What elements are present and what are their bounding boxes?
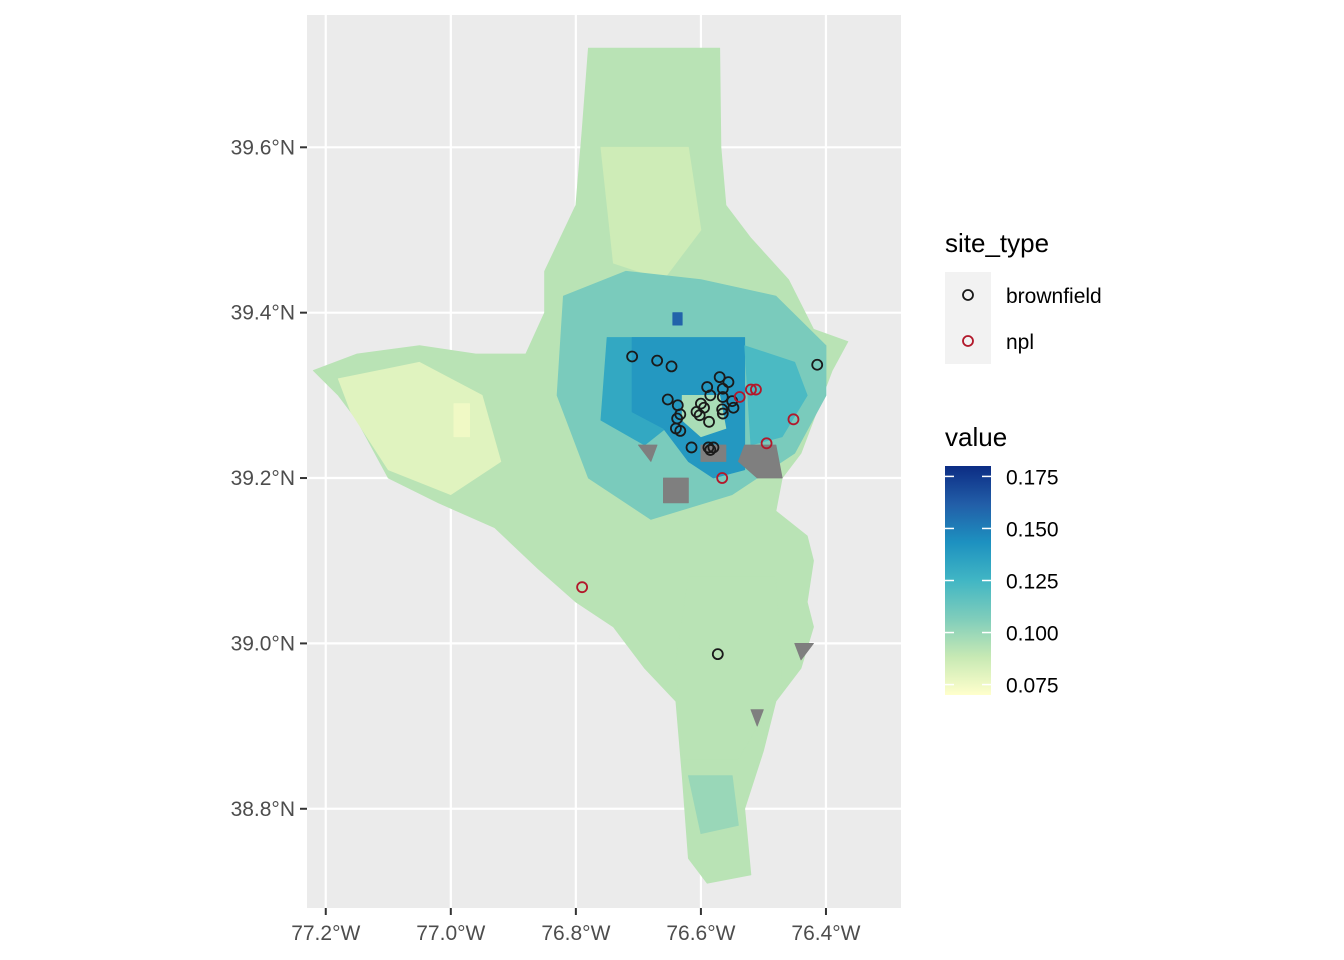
value-legend-title: value	[945, 422, 1007, 452]
brownfield-point	[716, 403, 729, 416]
site-type-legend: site_type brownfield npl	[945, 228, 1102, 364]
x-tick-label: 77.2°W	[291, 922, 360, 945]
x-tick-label: 76.6°W	[666, 922, 735, 945]
npl-point	[787, 413, 800, 426]
brownfield-point	[661, 393, 674, 406]
region-na-shore-1	[794, 643, 814, 661]
y-tick-label: 39.2°N	[231, 467, 295, 490]
brownfield-point	[703, 415, 715, 428]
region-east-inner	[744, 345, 808, 446]
region-far-south	[688, 775, 739, 834]
region-na-west	[638, 444, 658, 462]
colorbar-label: 0.125	[1006, 571, 1059, 594]
legend-key-background	[945, 272, 991, 318]
region-west-light	[337, 361, 502, 496]
brownfield-point	[665, 360, 678, 373]
region-north-light	[600, 146, 702, 281]
npl-point	[716, 472, 729, 484]
brownfield-point	[693, 409, 706, 422]
x-tick-label: 76.8°W	[541, 922, 610, 945]
y-axis: 38.8°N 39.0°N 39.2°N 39.4°N 39.6°N	[231, 136, 307, 821]
y-tick-label: 39.0°N	[231, 632, 295, 655]
legend-label-npl: npl	[1006, 331, 1034, 354]
site-points	[576, 350, 824, 661]
brownfield-point	[704, 444, 717, 456]
colorbar-label: 0.150	[1006, 518, 1059, 541]
y-tick-label: 38.8°N	[231, 798, 295, 821]
legend-label-brownfield: brownfield	[1006, 285, 1102, 308]
region-north-spot	[672, 312, 683, 326]
legend-key-background	[945, 318, 991, 364]
brownfield-point	[685, 441, 698, 454]
legend-key-npl-symbol	[962, 335, 974, 347]
brownfield-point	[702, 441, 715, 454]
npl-point	[760, 437, 773, 450]
npl-point	[745, 383, 757, 396]
brownfield-point	[811, 358, 824, 371]
brownfield-point	[716, 407, 729, 420]
value-legend: value 0.175 0.150 0.125 0.100 0.075	[945, 422, 1059, 698]
site-type-legend-title: site_type	[945, 228, 1049, 258]
region-west-pale	[453, 403, 471, 438]
npl-point	[733, 391, 746, 403]
brownfield-point	[626, 350, 639, 363]
brownfield-point	[704, 389, 717, 402]
brownfield-point	[716, 391, 729, 403]
brownfield-point	[711, 648, 724, 661]
x-tick-label: 76.4°W	[791, 922, 860, 945]
choropleth-regions	[312, 47, 849, 884]
brownfield-point	[707, 441, 720, 454]
npl-point	[750, 383, 762, 396]
y-tick-label: 39.4°N	[231, 302, 295, 325]
colorbar-label: 0.100	[1006, 623, 1059, 646]
region-na-harbor-south	[663, 477, 689, 504]
x-axis: 77.2°W 77.0°W 76.8°W 76.6°W 76.4°W	[291, 908, 861, 945]
brownfield-point	[674, 425, 687, 437]
npl-point	[576, 581, 589, 594]
region-na-shore-2	[750, 709, 764, 727]
brownfield-point	[727, 401, 740, 414]
x-tick-label: 77.0°W	[416, 922, 485, 945]
legend-key-brownfield-symbol	[962, 289, 974, 301]
colorbar-label: 0.175	[1006, 466, 1059, 489]
colorbar-label: 0.075	[1006, 675, 1059, 698]
brownfield-point	[690, 405, 703, 418]
brownfield-point	[713, 371, 726, 384]
brownfield-point	[722, 376, 735, 389]
brownfield-point	[651, 354, 664, 367]
y-tick-label: 39.6°N	[231, 136, 295, 159]
plot-panel	[307, 15, 901, 908]
